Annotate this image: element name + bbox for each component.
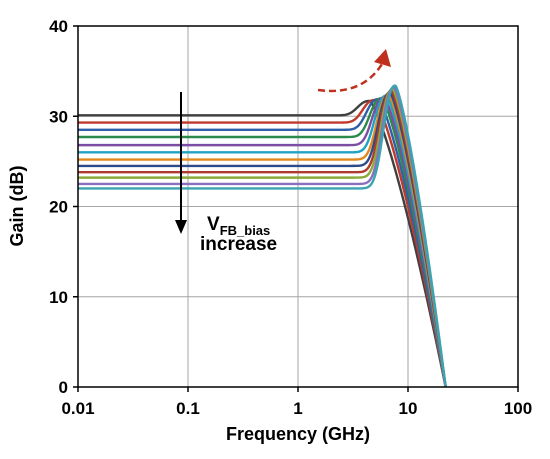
- x-tick-label: 10: [399, 399, 418, 418]
- gain-curve-1: [77, 99, 447, 388]
- y-tick-label: 30: [49, 107, 68, 126]
- gain-curve-12: [77, 84, 447, 388]
- peak-trend-arrow: [317, 63, 384, 93]
- gain-curve-11: [77, 86, 447, 388]
- peak-trend-annotation: [317, 49, 391, 93]
- peak-trend-arrow-head: [374, 49, 391, 67]
- y-tick-label: 0: [59, 378, 68, 397]
- y-tick-label: 10: [49, 288, 68, 307]
- x-tick-label: 0.01: [61, 399, 94, 418]
- bias-label-v: V: [207, 214, 220, 235]
- gain-curve-10: [77, 87, 447, 388]
- bias-label-subscript: FB_bias: [220, 223, 271, 238]
- bias-annotation: VFB_bias increase: [175, 92, 277, 255]
- axis-ticks: 0.01 0.1 1 10 100 0 10 20 30 40: [49, 17, 532, 418]
- y-tick-label: 40: [49, 17, 68, 36]
- y-axis-title: Gain (dB): [7, 166, 27, 247]
- grid: [77, 25, 519, 388]
- x-tick-label: 0.1: [176, 399, 200, 418]
- bias-label-line1: VFB_bias: [207, 214, 270, 238]
- x-tick-label: 100: [504, 399, 532, 418]
- x-axis-title: Frequency (GHz): [226, 424, 370, 444]
- y-tick-label: 20: [49, 198, 68, 217]
- x-tick-label: 1: [293, 399, 302, 418]
- bias-label-line2: increase: [200, 234, 277, 255]
- series-lines: [77, 84, 447, 388]
- bias-arrow-head: [175, 220, 187, 234]
